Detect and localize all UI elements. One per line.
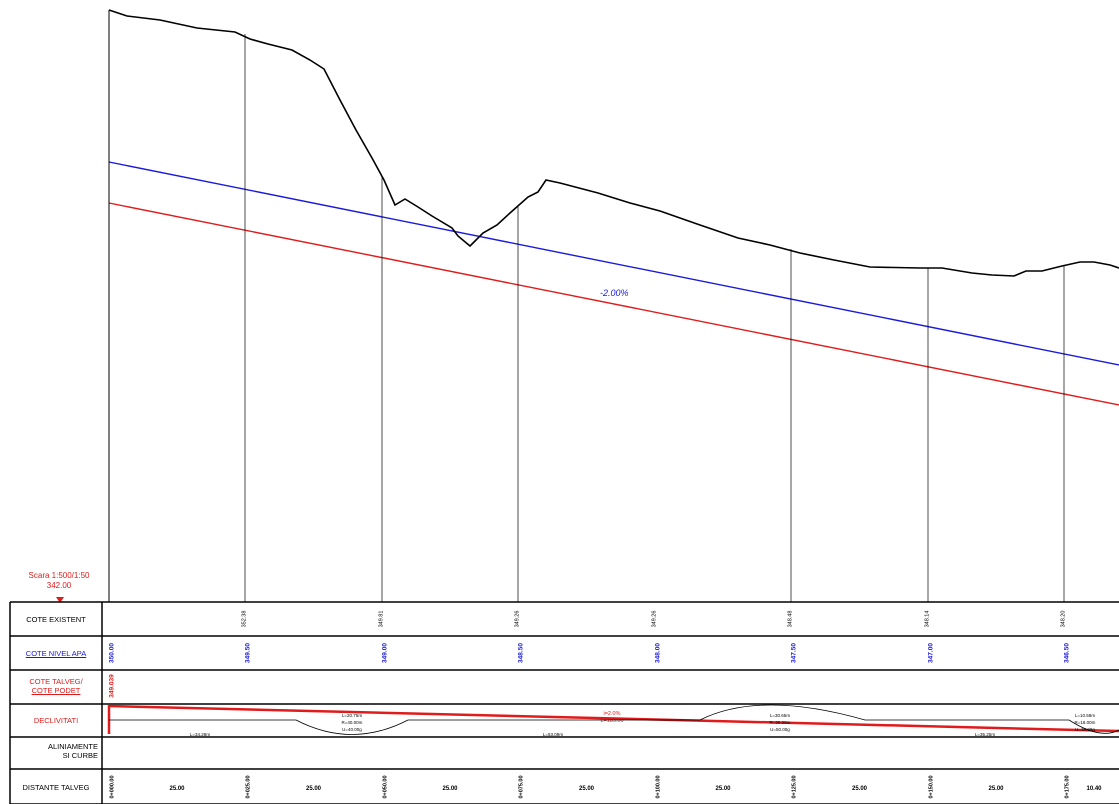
row-label-aliniamente-line1: ALINIAMENTE [47, 742, 98, 751]
curve-length: L=30.65m [770, 713, 790, 718]
cote-nivel-apa-value: 348.50 [518, 643, 525, 663]
chainage-value: 0+150.00 [928, 775, 934, 798]
declivity-label: i=2.0% [604, 711, 621, 717]
chainage-value: 0+125.00 [791, 775, 797, 798]
cote-nivel-apa-value: 348.00 [655, 643, 662, 663]
distance-value: 25.00 [169, 786, 185, 792]
curve-angle: U=18.00g [1075, 727, 1095, 732]
curve-radius: R=40.00m [342, 720, 363, 725]
cote-talveg-values: 349.039 [109, 674, 116, 698]
cote-existent-values: 352.38 349.81 349.26 349.26 348.48 348.14 348.… [241, 611, 1066, 628]
cote-nivel-apa-value: 346.50 [1064, 643, 1071, 663]
straight-length: L=34.28m [190, 732, 210, 737]
curve-radius: R=30.00m [770, 720, 791, 725]
distance-value: 25.00 [442, 786, 458, 792]
row-label-aliniamente-line2: SI CURBE [62, 751, 98, 760]
cote-existent-value: 349.26 [514, 611, 520, 628]
curve-length: L=10.58m [1075, 713, 1095, 718]
chainage-values: 0+000.00 0+025.00 0+050.00 0+075.00 0+100.00… [109, 775, 1070, 798]
row-label-cote-talveg: COTE TALVEG/ COTE PODET [10, 677, 102, 695]
distance-value: 25.00 [852, 786, 868, 792]
water-level-line [108, 161, 1119, 366]
distance-value: 25.00 [579, 786, 595, 792]
datum-marker [56, 597, 64, 603]
scale-label: Scara 1:500/1:50 342.00 [22, 571, 96, 591]
curve-angle: U=50.00g [770, 727, 790, 732]
cote-nivel-apa-value: 347.50 [791, 643, 798, 663]
curve-radius: R=18.00m [1075, 720, 1096, 725]
chainage-value: 0+075.00 [518, 775, 524, 798]
scale-ratio: Scara 1:500/1:50 [28, 571, 90, 580]
cote-nivel-apa-value: 347.00 [928, 643, 935, 663]
declivity-length-label: L=185.00 [600, 718, 623, 724]
chainage-value: 0+025.00 [245, 775, 251, 798]
declivity-line [108, 704, 1119, 733]
cote-existent-value: 348.20 [1060, 611, 1066, 628]
cote-existent-value: 348.48 [787, 611, 793, 628]
row-label-aliniamente: ALINIAMENTE SI CURBE [10, 742, 98, 760]
distance-value: 25.00 [715, 786, 731, 792]
cote-existent-value: 352.38 [241, 611, 247, 628]
invert-level-line [108, 202, 1119, 406]
row-label-cote-nivel-apa: COTE NIVEL APA [25, 649, 87, 658]
chainage-value: 0+050.00 [382, 775, 388, 798]
existing-terrain-line [108, 9, 1119, 277]
row-label-cote-talveg-line1: COTE TALVEG/ [29, 677, 83, 686]
cote-existent-value: 349.26 [651, 611, 657, 628]
row-label-distante: DISTANTE TALVEG [22, 783, 90, 792]
chainage-value: 0+175.00 [1064, 775, 1070, 798]
profile-table [9, 601, 1119, 804]
alignment-line [109, 704, 1119, 735]
distance-value: 25.00 [306, 786, 322, 792]
row-label-cote-talveg-line2: COTE PODET [31, 686, 81, 695]
cote-existent-value: 348.14 [924, 611, 930, 628]
cote-nivel-apa-value: 350.00 [109, 643, 116, 663]
curve-angle: U=40.00g [342, 727, 362, 732]
straight-length: L=35.25m [975, 732, 995, 737]
distance-values: 25.00 25.00 25.00 25.00 25.00 25.00 25.00 10.40 [169, 786, 1102, 792]
chainage-value: 0+100.00 [655, 775, 661, 798]
straight-length: L=53.09m [543, 732, 563, 737]
curve-length: L=20.75m [342, 713, 362, 718]
chainage-value: 0+000.00 [109, 775, 115, 798]
scale-datum: 342.00 [46, 581, 72, 590]
cote-nivel-apa-value: 349.50 [245, 643, 252, 663]
cote-talveg-value: 349.039 [109, 674, 116, 698]
row-label-cote-existent: COTE EXISTENT [26, 615, 86, 624]
grade-label: -2.00% [600, 288, 629, 298]
distance-value: 25.00 [988, 786, 1004, 792]
cote-nivel-apa-value: 349.00 [382, 643, 389, 663]
cote-existent-value: 349.81 [378, 611, 384, 628]
cote-nivel-apa-values: 350.00 349.50 349.00 348.50 348.00 347.50 347.… [109, 643, 1071, 663]
row-label-declivitati: DECLIVITATI [33, 716, 79, 725]
distance-value: 10.40 [1086, 786, 1102, 792]
